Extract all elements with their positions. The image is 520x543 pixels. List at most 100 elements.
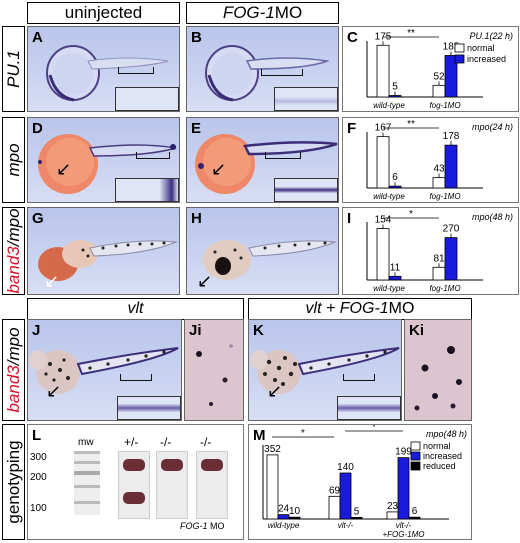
chart-c: 175 5 wild-type 52 185 fog-1MO ** PU.1(22 h) nor… [342, 26, 519, 112]
header-vlt-prefix: vlt + [305, 300, 340, 317]
sig-marker: ** [407, 119, 415, 130]
row-label-genotyping: genotyping [2, 424, 25, 540]
closeup-ji-image [196, 344, 233, 406]
row-label-sep: / [3, 241, 23, 247]
bar-normal-1 [328, 495, 341, 520]
panel-letter-a: A [32, 29, 43, 46]
row-label-genotyping-text: genotyping [3, 440, 23, 524]
chart-title: mpo(48 h) [472, 212, 513, 222]
bar-normal-0 [376, 44, 390, 98]
category-label-2-0: vlt-/- [396, 521, 412, 530]
panel-ji: Ji [184, 319, 244, 421]
data-label-increased-0: 5 [392, 82, 398, 93]
panel-letter-k: K [253, 322, 264, 339]
embryo-e-image [195, 134, 338, 194]
gel-marker-label: mw [78, 437, 94, 448]
legend-swatch-reduced [410, 461, 421, 471]
data-label-increased-0: 11 [390, 262, 401, 273]
bar-normal-1 [432, 266, 446, 281]
data-label-increased-0: 6 [392, 172, 398, 183]
data-label-reduced-0: 10 [289, 506, 301, 517]
legend-label-increased: increased [423, 451, 462, 461]
arrow-d-icon: ↙ [56, 159, 72, 179]
data-label-reduced-2: 6 [412, 506, 418, 517]
row-label-mpo2: mpo [3, 208, 23, 242]
arrow-k-icon: ↙ [267, 381, 283, 401]
gel-tick-300: 300 [30, 452, 47, 463]
legend-swatch-increased [410, 451, 421, 461]
gel-band-1b [123, 492, 145, 504]
gel-band-2a [161, 459, 183, 471]
row-label-mpo-text: mpo [3, 143, 23, 177]
gel-lane-1-label: +/- [124, 435, 139, 449]
panel-h: H ↙ [186, 207, 339, 295]
gel-marker-lane [74, 451, 100, 515]
panel-letter-h: H [191, 210, 202, 227]
category-label-0: wild-type [373, 284, 405, 293]
panel-letter-g: G [32, 210, 44, 227]
sig-marker: ** [407, 28, 415, 39]
bracket-j [120, 374, 152, 381]
embryo-j-image [29, 347, 179, 394]
gel-band-3a [201, 459, 223, 471]
panel-l: L mw +/- -/- -/- 300 200 100 FOG-1 MO [27, 424, 244, 540]
data-label-increased-1: 140 [337, 462, 354, 473]
header-uninjected: uninjected [27, 2, 180, 24]
category-label-0: wild-type [373, 101, 405, 110]
data-label-normal-1: 69 [329, 485, 341, 496]
panel-j: J ↙ [27, 319, 182, 421]
header-fog1mo-suffix: MO [274, 3, 303, 22]
bar-normal-2 [386, 511, 399, 520]
header-vlt: vlt [27, 298, 244, 320]
bar-increased-1 [444, 237, 458, 281]
gel-note-suffix: MO [207, 521, 225, 531]
gel-lane-3 [196, 451, 228, 519]
data-label-increased-1: 185 [443, 41, 460, 52]
inset-j [117, 396, 181, 420]
gel-note-gene: FOG-1 [180, 521, 208, 531]
header-vlt-text: vlt [127, 300, 144, 317]
panel-letter-c: C [347, 29, 358, 46]
bracket-e [265, 152, 301, 159]
gel-lane-1 [118, 451, 150, 519]
bracket-k [343, 374, 375, 381]
arrow-j-icon: ↙ [46, 381, 62, 401]
header-vlt-fog-suffix: MO [388, 300, 415, 317]
bar-normal-0 [266, 454, 279, 520]
inset-e [274, 178, 338, 202]
sig-marker-1: * [301, 428, 305, 439]
gel-lane-3-label: -/- [200, 435, 212, 449]
category-label-0-0: wild-type [268, 521, 300, 530]
row-label-band3: band3 [3, 246, 23, 294]
embryo-a-image [46, 45, 169, 102]
bar-reduced-1 [350, 516, 363, 520]
data-label-normal-0: 352 [264, 444, 281, 455]
header-fog1mo: FOG-1MO [186, 2, 339, 24]
bar-reduced-2 [408, 516, 421, 520]
inset-k [337, 396, 401, 420]
legend-label-normal: normal [423, 441, 451, 451]
panel-letter-l: L [32, 427, 42, 444]
panel-letter-m: M [253, 427, 266, 444]
panel-ki: Ki [404, 319, 472, 421]
row-label-mpo: mpo [2, 117, 25, 203]
chart-i-svg: 154 11 wild-type 81 270 fog-1MO * mpo(48 h) [366, 209, 513, 293]
legend-swatch-normal [454, 43, 465, 53]
category-label-0: wild-type [373, 192, 405, 201]
bar-increased-1 [444, 144, 458, 189]
data-label-normal-0: 154 [375, 215, 392, 226]
panel-letter-i: I [347, 210, 352, 227]
row-label-sep2: / [3, 360, 23, 366]
embryo-g-image [38, 240, 178, 281]
row-label-band3-mpo: band3/mpo [2, 207, 25, 295]
bar-normal-1 [432, 84, 446, 98]
data-label-increased-0: 24 [278, 504, 290, 515]
panel-letter-f: F [347, 120, 357, 137]
panel-g: G ↙ [27, 207, 180, 295]
row-label-band3b: band3 [3, 365, 23, 413]
chart-title: mpo(48 h) [426, 429, 467, 439]
chart-title: PU.1(22 h) [469, 31, 513, 41]
header-vlt-fog1mo: vlt + FOG-1MO [248, 298, 472, 320]
